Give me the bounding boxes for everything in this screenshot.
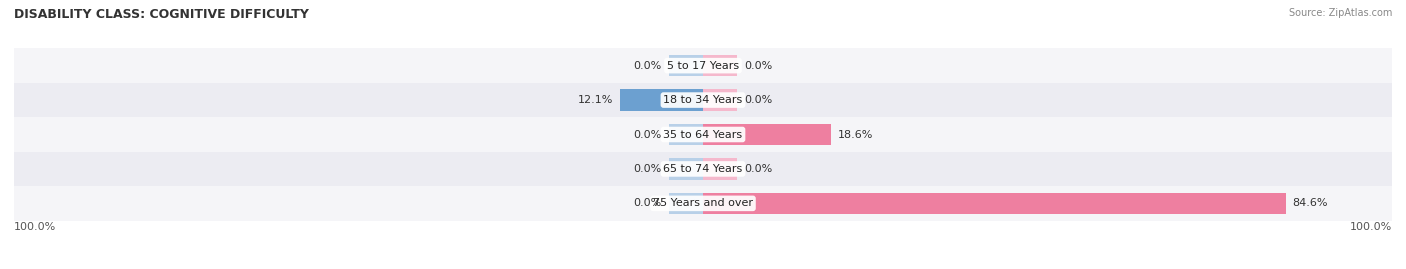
Bar: [14, 117, 1392, 152]
Bar: [703, 124, 831, 145]
Text: 65 to 74 Years: 65 to 74 Years: [664, 164, 742, 174]
Bar: [703, 193, 1286, 214]
Text: 18.6%: 18.6%: [838, 129, 873, 140]
Bar: [669, 124, 703, 145]
Text: DISABILITY CLASS: COGNITIVE DIFFICULTY: DISABILITY CLASS: COGNITIVE DIFFICULTY: [14, 8, 309, 21]
Text: 100.0%: 100.0%: [14, 222, 56, 232]
Text: 0.0%: 0.0%: [634, 164, 662, 174]
Text: 0.0%: 0.0%: [634, 61, 662, 71]
Text: 0.0%: 0.0%: [634, 129, 662, 140]
Text: 0.0%: 0.0%: [744, 95, 772, 105]
Bar: [703, 55, 738, 76]
Bar: [703, 158, 738, 180]
Text: 84.6%: 84.6%: [1292, 198, 1329, 208]
Text: 35 to 64 Years: 35 to 64 Years: [664, 129, 742, 140]
Text: 0.0%: 0.0%: [634, 198, 662, 208]
Bar: [14, 152, 1392, 186]
Bar: [669, 158, 703, 180]
Bar: [669, 55, 703, 76]
Text: 18 to 34 Years: 18 to 34 Years: [664, 95, 742, 105]
Text: Source: ZipAtlas.com: Source: ZipAtlas.com: [1288, 8, 1392, 18]
Bar: [703, 89, 738, 111]
Bar: [669, 193, 703, 214]
Bar: [14, 186, 1392, 221]
Text: 5 to 17 Years: 5 to 17 Years: [666, 61, 740, 71]
Bar: [620, 89, 703, 111]
Text: 75 Years and over: 75 Years and over: [652, 198, 754, 208]
Bar: [14, 83, 1392, 117]
Bar: [14, 48, 1392, 83]
Text: 0.0%: 0.0%: [744, 164, 772, 174]
Text: 12.1%: 12.1%: [578, 95, 613, 105]
Text: 0.0%: 0.0%: [744, 61, 772, 71]
Text: 100.0%: 100.0%: [1350, 222, 1392, 232]
